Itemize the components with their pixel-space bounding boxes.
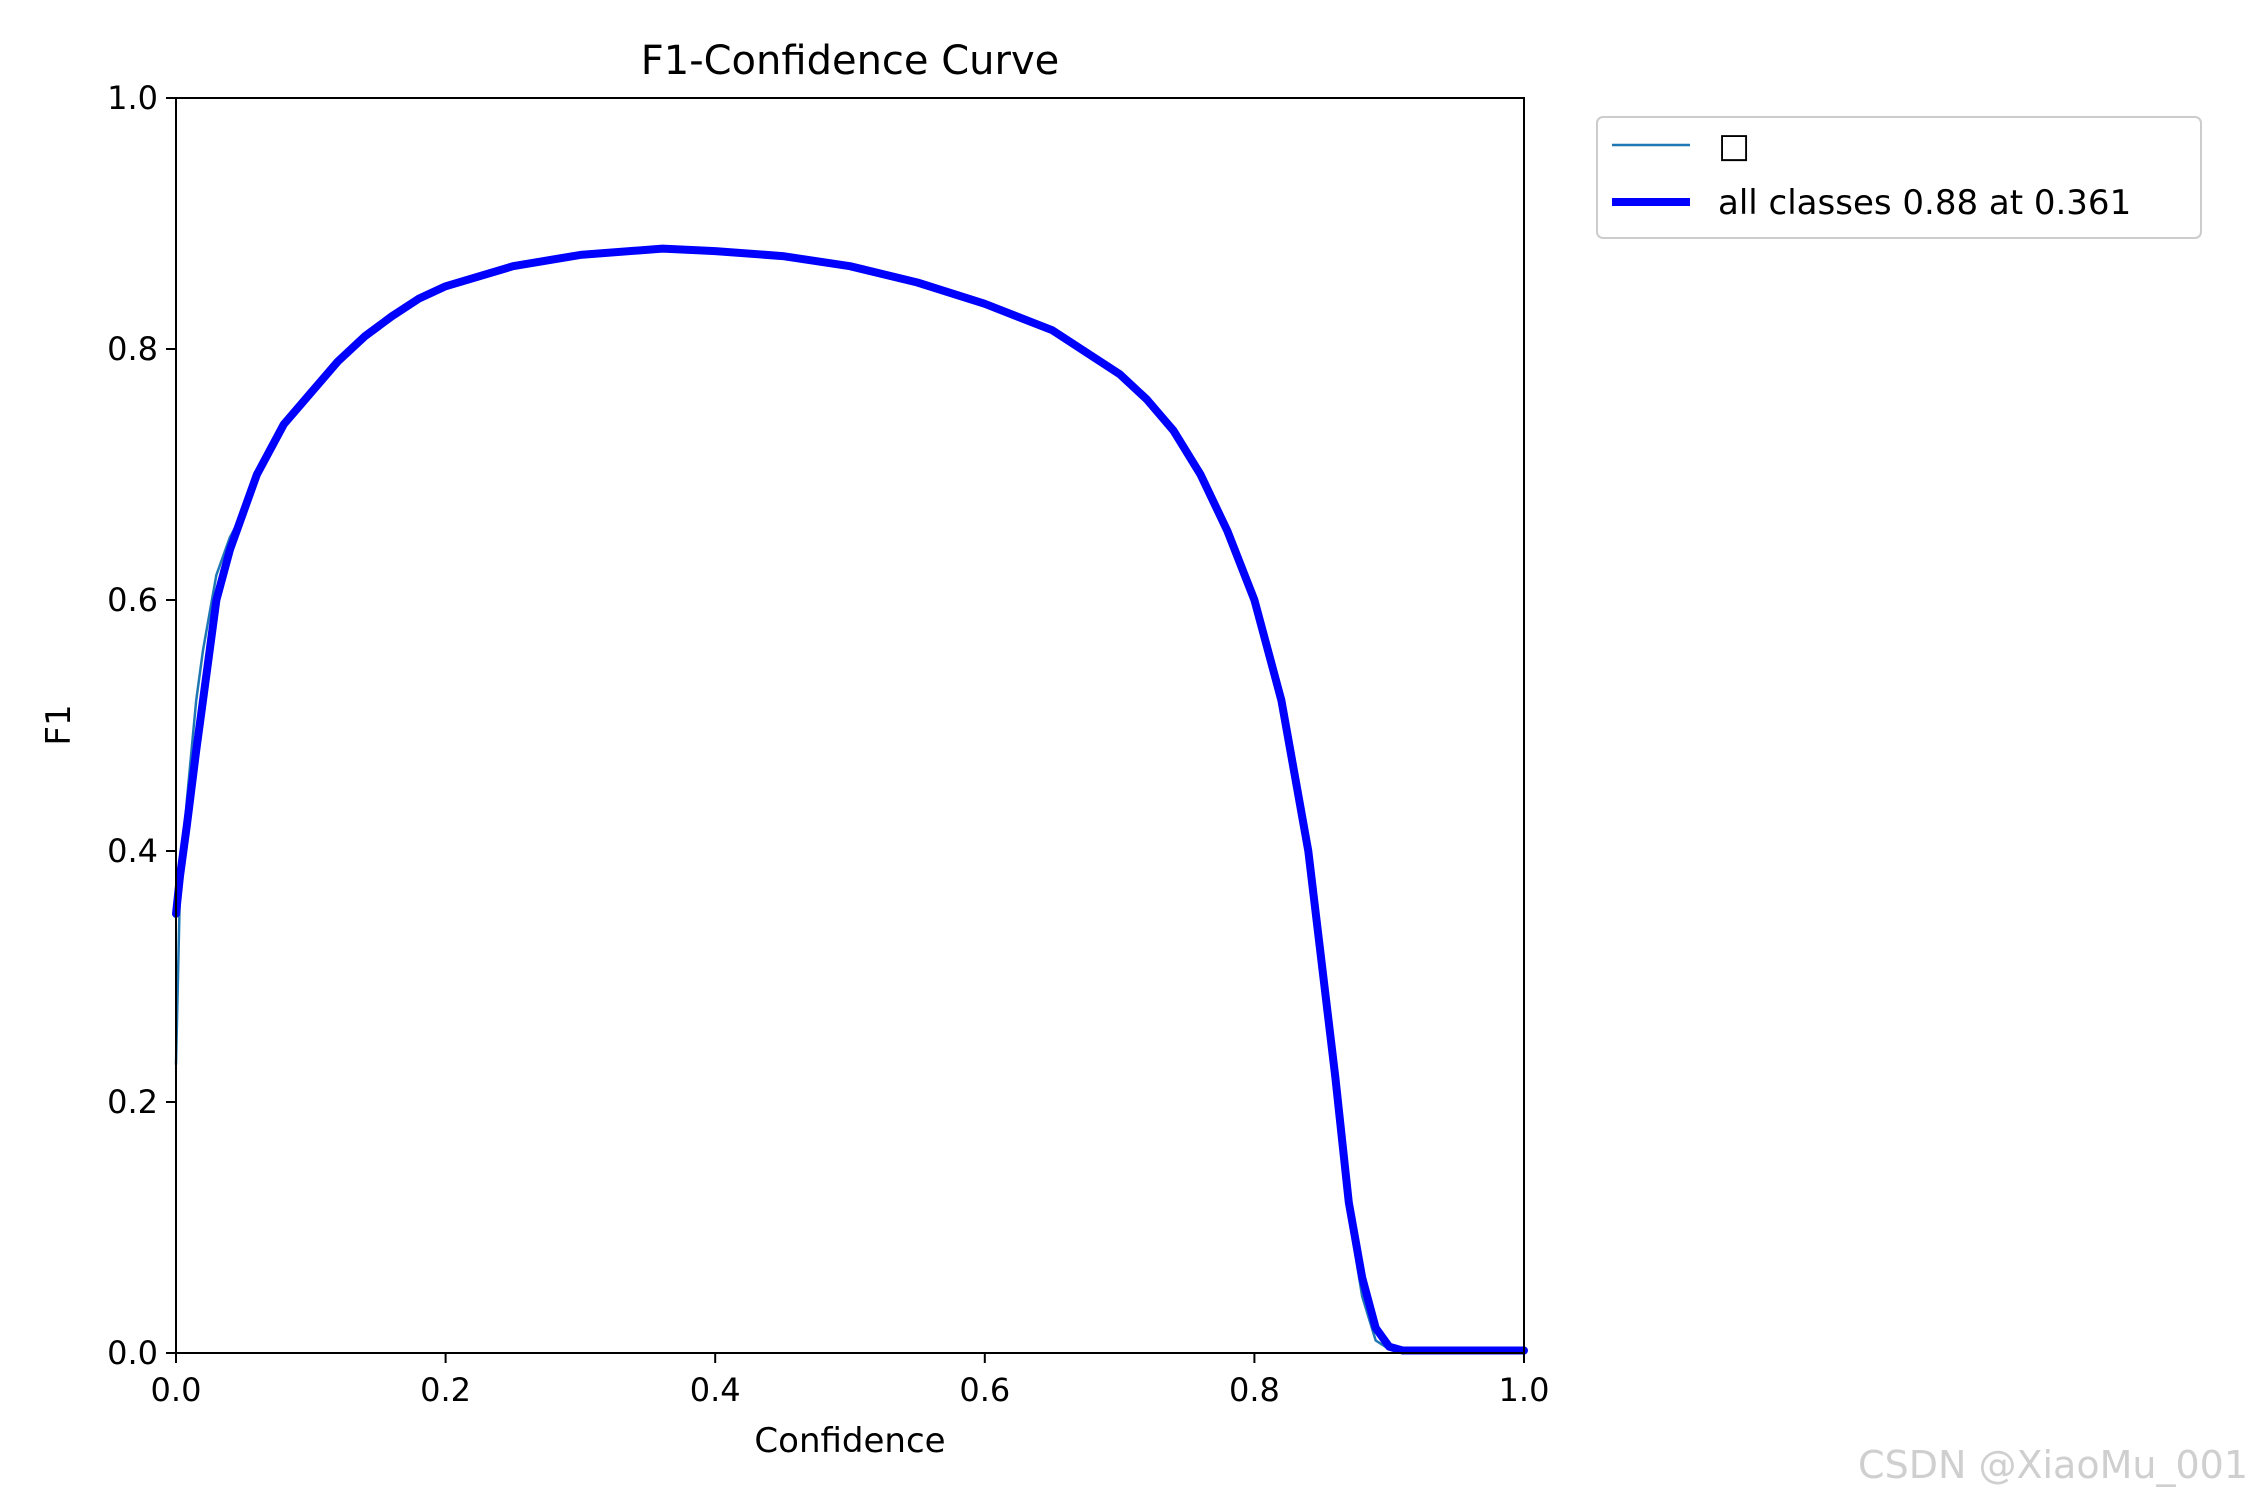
x-tick-label: 0.8	[1229, 1371, 1280, 1409]
x-axis-label: Confidence	[754, 1421, 945, 1461]
x-tick-label: 1.0	[1499, 1371, 1550, 1409]
plot-frame	[175, 97, 1525, 1354]
y-tick-label: 0.0	[107, 1334, 158, 1372]
y-tick-label: 0.2	[107, 1083, 158, 1121]
legend: □ all classes 0.88 at 0.361	[1596, 116, 2202, 239]
legend-label-all-classes: all classes 0.88 at 0.361	[1718, 183, 2131, 223]
x-tick-label: 0.6	[959, 1371, 1010, 1409]
x-axis-ticks: 0.0 0.2 0.4 0.6 0.8 1.0	[151, 1353, 1550, 1409]
x-tick-label: 0.2	[420, 1371, 471, 1409]
y-axis-ticks: 0.0 0.2 0.4 0.6 0.8 1.0	[107, 79, 176, 1372]
x-tick-label: 0.4	[690, 1371, 741, 1409]
chart-title: F1-Confidence Curve	[641, 38, 1060, 84]
legend-box	[1596, 116, 2202, 239]
y-tick-label: 1.0	[107, 79, 158, 117]
y-tick-label: 0.6	[107, 581, 158, 619]
y-tick-label: 0.4	[107, 832, 158, 870]
y-axis-label: F1	[39, 704, 79, 745]
legend-label-class: □	[1718, 126, 1750, 166]
plot-background	[176, 98, 1524, 1353]
watermark: CSDN @XiaoMu_001	[1858, 1443, 2248, 1487]
series-line-all-classes	[172, 244, 1528, 1355]
x-tick-label: 0.0	[151, 1371, 202, 1409]
y-tick-label: 0.8	[107, 330, 158, 368]
plot-area	[176, 98, 1524, 1353]
series-layer	[172, 244, 1528, 1355]
